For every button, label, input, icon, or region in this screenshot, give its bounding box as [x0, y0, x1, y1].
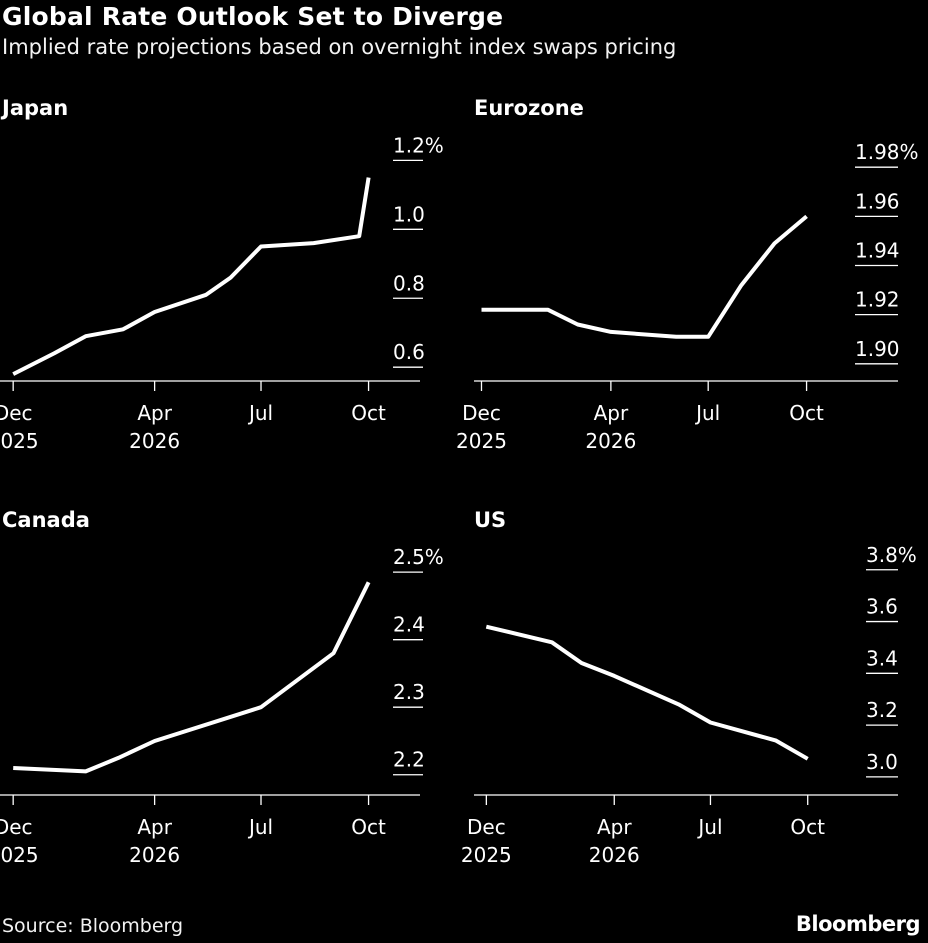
y-tick-label-japan: 0.8 [393, 271, 425, 295]
y-tick-label-us: 3.2 [866, 698, 898, 722]
series-line-canada [13, 581, 371, 774]
y-tick-label-us: 3.0 [866, 750, 898, 774]
x-tick-label-canada: Apr [137, 815, 172, 839]
x-tick-label-us: Oct [790, 815, 825, 839]
series-line-us [485, 624, 809, 761]
panel-title-eurozone: Eurozone [474, 96, 584, 120]
y-tick-label-eurozone: 1.90 [855, 337, 900, 361]
y-tick-label-japan: 1.2% [393, 133, 444, 157]
y-tick-label-canada: 2.3 [393, 680, 425, 704]
y-tick-label-us: 3.8% [866, 543, 917, 567]
panel-title-us: US [474, 508, 506, 532]
panel-title-canada: Canada [2, 508, 90, 532]
x-tick-label-us: 2025 [461, 843, 512, 867]
x-tick-label-japan: Oct [351, 401, 386, 425]
x-tick-label-eurozone: Apr [594, 401, 629, 425]
bloomberg-logo: Bloomberg [795, 912, 921, 936]
x-tick-label-eurozone: Jul [694, 401, 720, 425]
series-line-japan [12, 177, 371, 376]
y-tick-label-us: 3.6 [866, 595, 898, 619]
x-tick-label-eurozone: Dec [462, 401, 501, 425]
source-note: Source: Bloomberg [2, 915, 184, 937]
x-tick-label-canada: 2025 [0, 843, 39, 867]
x-tick-label-us: 2026 [589, 843, 640, 867]
x-tick-label-canada: Dec [0, 815, 33, 839]
x-tick-label-canada: 2026 [129, 843, 180, 867]
y-tick-label-us: 3.4 [866, 646, 898, 670]
x-tick-label-canada: Jul [247, 815, 273, 839]
panel-title-japan: Japan [0, 96, 68, 120]
x-tick-label-us: Dec [467, 815, 506, 839]
y-tick-label-canada: 2.2 [393, 748, 425, 772]
series-line-eurozone [481, 214, 808, 339]
x-tick-label-japan: Apr [137, 401, 172, 425]
x-tick-label-eurozone: 2025 [456, 429, 507, 453]
y-tick-label-japan: 0.6 [393, 340, 425, 364]
y-tick-label-eurozone: 1.94 [855, 239, 900, 263]
x-tick-label-eurozone: 2026 [585, 429, 636, 453]
chart-subtitle: Implied rate projections based on overni… [2, 35, 677, 59]
x-tick-label-japan: Jul [247, 401, 273, 425]
x-tick-label-us: Apr [597, 815, 632, 839]
x-tick-label-japan: 2025 [0, 429, 39, 453]
y-tick-label-canada: 2.5% [393, 545, 444, 569]
y-tick-label-eurozone: 1.92 [855, 288, 900, 312]
y-tick-label-eurozone: 1.98% [855, 140, 919, 164]
x-tick-label-canada: Oct [351, 815, 386, 839]
y-tick-label-japan: 1.0 [393, 202, 425, 226]
chart-title: Global Rate Outlook Set to Diverge [2, 2, 504, 31]
y-tick-label-eurozone: 1.96 [855, 189, 900, 213]
y-tick-label-canada: 2.4 [393, 613, 425, 637]
x-tick-label-us: Jul [696, 815, 722, 839]
x-tick-label-japan: Dec [0, 401, 33, 425]
x-tick-label-japan: 2026 [129, 429, 180, 453]
x-tick-label-eurozone: Oct [789, 401, 824, 425]
